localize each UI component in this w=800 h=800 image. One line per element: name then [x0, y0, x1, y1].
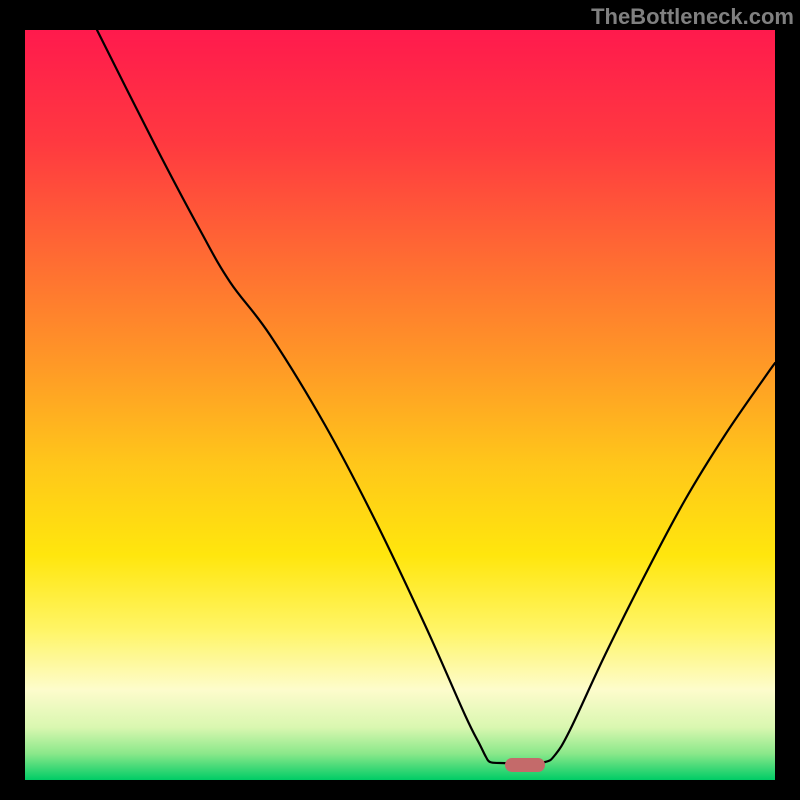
chart-background — [25, 30, 775, 780]
frame-right — [775, 0, 800, 800]
plot-area — [25, 30, 775, 780]
watermark-text: TheBottleneck.com — [591, 4, 794, 30]
curve-marker — [505, 758, 545, 772]
chart-svg — [25, 30, 775, 780]
frame-bottom — [0, 780, 800, 800]
frame-left — [0, 0, 25, 800]
